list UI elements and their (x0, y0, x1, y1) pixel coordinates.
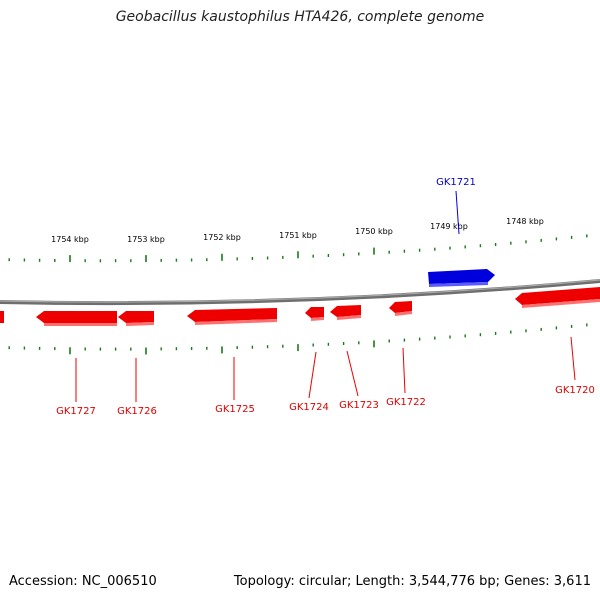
gene-label-gk1726: GK1726 (117, 406, 157, 417)
gene-arrows (0, 269, 600, 326)
gene-arrow-gk1727[interactable] (36, 311, 117, 323)
genome-backbone (0, 279, 600, 306)
accession-text: Accession: NC_006510 (9, 574, 157, 589)
scale-label-1754: 1754 kbp (51, 235, 89, 244)
scale-label-1749: 1749 kbp (430, 222, 468, 231)
scale-label-1753: 1753 kbp (127, 235, 165, 244)
gene-arrow-gk1725[interactable] (187, 308, 277, 322)
gene-arrow-gk1724[interactable] (305, 307, 324, 318)
gene-label-gk1720: GK1720 (555, 385, 595, 396)
map-title: Geobacillus kaustophilus HTA426, complet… (115, 9, 485, 25)
gene-label-gk1727: GK1727 (56, 406, 96, 417)
gene-labels: GK1727 GK1726 GK1725 GK1724 GK1723 GK172… (56, 177, 595, 417)
genome-backbone-highlight (0, 279, 600, 303)
gene-label-gk1721: GK1721 (436, 177, 476, 188)
genome-summary-text: Topology: circular; Length: 3,544,776 bp… (233, 574, 591, 589)
gene-arrow-gk1726[interactable] (118, 311, 154, 323)
scale-labels: 1754 kbp 1753 kbp 1752 kbp 1751 kbp 1750… (51, 217, 544, 244)
scale-label-1752: 1752 kbp (203, 233, 241, 242)
gene-arrow-gk1721[interactable] (428, 269, 495, 284)
scale-label-1750: 1750 kbp (355, 227, 393, 236)
outer-scale-ticks (8, 234, 588, 263)
gene-arrow-gk1723[interactable] (330, 305, 361, 317)
scale-label-1751: 1751 kbp (279, 231, 317, 240)
inner-scale-ticks (8, 323, 588, 355)
gene-arrow-partial-left[interactable] (0, 311, 4, 323)
gene-label-gk1725: GK1725 (215, 404, 255, 415)
gene-callouts (75, 190, 576, 402)
gene-label-gk1722: GK1722 (386, 397, 426, 408)
scale-label-1748: 1748 kbp (506, 217, 544, 226)
gene-arrow-gk1720[interactable] (515, 287, 600, 305)
gene-label-gk1724: GK1724 (289, 402, 329, 413)
gene-arrow-gk1722[interactable] (389, 301, 412, 313)
gene-label-gk1723: GK1723 (339, 400, 379, 411)
